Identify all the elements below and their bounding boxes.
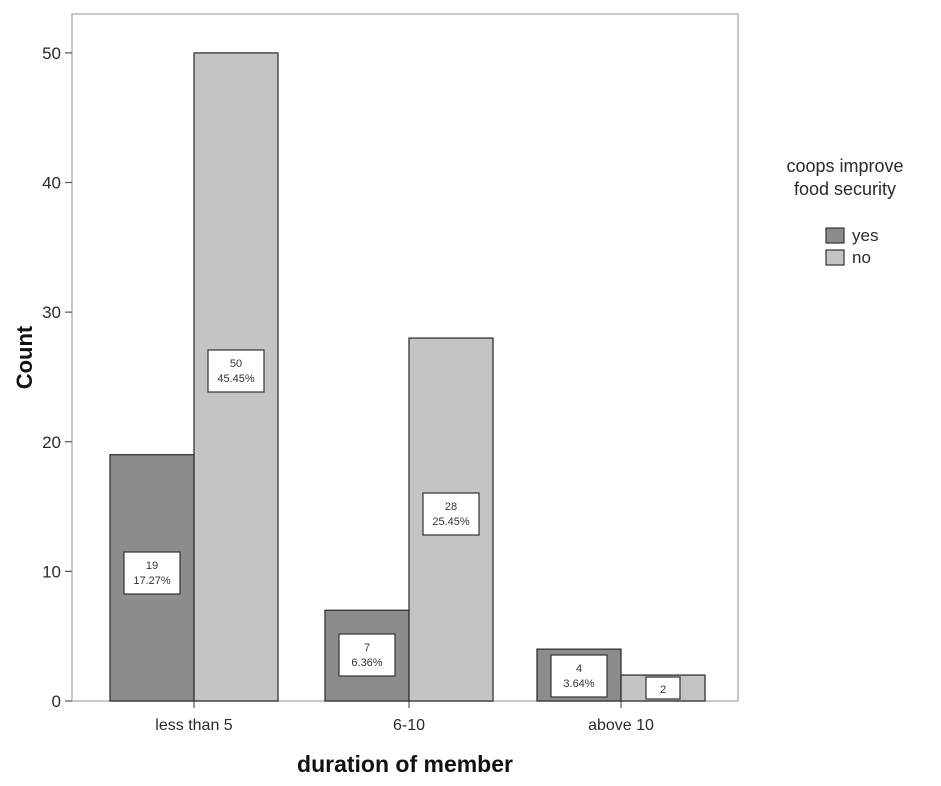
legend-title: food security (794, 179, 896, 199)
data-label: 7 (364, 642, 370, 654)
legend-label: yes (852, 226, 878, 245)
y-tick-label: 50 (42, 44, 61, 63)
data-label-box (207, 349, 265, 393)
y-axis-label: Count (12, 325, 37, 389)
x-tick-label: 6-10 (393, 717, 425, 734)
data-label: 17.27% (133, 575, 171, 587)
data-label: 28 (445, 501, 457, 513)
data-label: 4 (576, 663, 582, 675)
legend-swatch-yes (825, 227, 845, 244)
data-label-box (123, 551, 181, 595)
x-axis-label: duration of member (297, 751, 513, 777)
data-label-box (645, 676, 681, 700)
legend-label: no (852, 248, 871, 267)
y-tick-label: 0 (52, 692, 61, 711)
legend-swatch-no (825, 249, 845, 266)
data-label-box (422, 492, 480, 536)
data-label: 2 (660, 684, 666, 696)
y-tick-label: 30 (42, 303, 61, 322)
data-label: 3.64% (563, 678, 594, 690)
y-tick-label: 20 (42, 433, 61, 452)
data-label: 25.45% (432, 516, 470, 528)
data-label: 45.45% (217, 373, 255, 385)
data-label-box (338, 633, 396, 677)
data-label: 50 (230, 358, 242, 370)
data-label-box (550, 654, 608, 698)
data-label: 6.36% (351, 657, 382, 669)
data-label: 19 (146, 560, 158, 572)
y-tick-label: 10 (42, 562, 61, 581)
legend-title: coops improve (786, 156, 903, 176)
x-tick-label: less than 5 (155, 717, 232, 734)
y-tick-label: 40 (42, 174, 61, 193)
x-tick-label: above 10 (588, 717, 654, 734)
